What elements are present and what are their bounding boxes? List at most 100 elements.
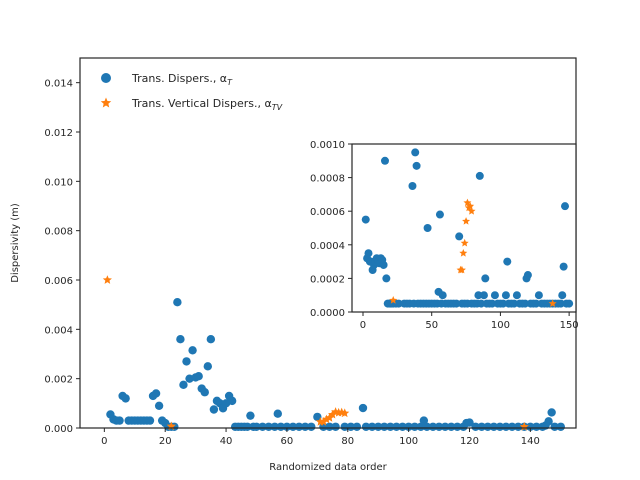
inset-point-dispersivity [423,224,432,232]
legend-name-trans-vertical-dispers: Trans. Vertical Dispers., α [131,97,272,110]
main-x-tick-label: 0 [101,436,107,447]
main-point-dispersivity [507,422,517,431]
inset-background [352,144,576,312]
inset-point-dispersivity [558,291,567,300]
main-point-vertical-dispersivity [328,409,338,419]
inset-point-dispersivity [561,202,570,211]
x-axis-label: Randomized data order [269,462,387,473]
main-point-dispersivity [288,422,298,431]
inset-point-dispersivity [488,299,497,308]
main-y-tick-label: 0.012 [44,128,73,139]
main-point-dispersivity [386,422,395,431]
inset-axes: 0 50 100 150 0.0000 0.0002 0.0004 0.0006 0.0008 0… [310,140,579,331]
legend-label-trans-vertical-dispers: Trans. Vertical Dispers., αTV [131,97,283,112]
legend: Trans. Dispers., αT Trans. Vertical Disp… [100,72,283,112]
main-y-tick-label: 0.004 [44,325,73,336]
main-point-dispersivity [526,422,535,431]
main-point-dispersivity [501,422,511,431]
main-point-dispersivity [270,422,279,431]
main-point-dispersivity [276,422,286,431]
main-y-tick-label: 0.010 [44,177,73,188]
main-point-dispersivity [313,412,322,422]
main-y-tick-label: 0.014 [44,79,73,90]
main-point-dispersivity [331,422,340,431]
inset-point-vertical-dispersivity [459,249,468,257]
main-point-dispersivity [495,422,505,431]
main-point-dispersivity [206,335,216,344]
inset-y-tick-label: 0.0004 [310,241,345,252]
main-point-dispersivity [440,422,450,431]
main-point-dispersivity [352,422,362,431]
main-point-dispersivity [258,422,267,431]
inset-point-dispersivity [474,291,483,300]
main-point-dispersivity [173,298,182,307]
main-point-dispersivity [471,422,480,431]
inset-point-vertical-dispersivity [389,296,398,304]
main-point-dispersivity [115,416,124,425]
main-point-dispersivity [380,422,389,431]
main-point-dispersivity [477,422,486,431]
inset-point-vertical-dispersivity [462,217,471,225]
inset-point-dispersivity [394,299,403,308]
main-point-dispersivity [227,396,237,406]
inset-point-dispersivity [477,299,486,308]
inset-x-tick-label: 0 [360,320,366,331]
main-point-dispersivity [200,388,209,397]
y-axis-label: Dispersivity (m) [10,203,21,283]
inset-point-dispersivity [499,299,508,308]
main-point-dispersivity [453,422,462,431]
main-point-dispersivity [182,357,191,366]
legend-marker-trans-vertical-dispers [100,97,112,108]
main-point-dispersivity [513,422,523,431]
inset-y-tick-label: 0.0010 [310,140,345,151]
main-point-dispersivity [346,422,356,431]
main-point-dispersivity [483,422,492,431]
main-y-tick-label: 0.008 [44,227,73,238]
main-point-dispersivity [209,405,219,414]
main-x-tick-label: 20 [159,436,172,447]
inset-point-dispersivity [364,249,373,258]
main-point-dispersivity [194,372,203,381]
main-point-dispersivity [282,422,292,431]
main-point-dispersivity [179,380,188,390]
inset-point-dispersivity [455,232,464,241]
inset-point-vertical-dispersivity [466,201,475,210]
main-point-dispersivity [151,389,161,398]
main-point-dispersivity [154,401,164,410]
main-point-dispersivity [465,418,474,427]
main-point-vertical-dispersivity [321,414,332,424]
main-point-dispersivity [398,422,407,431]
inset-x-tick-label: 100 [491,320,510,331]
main-point-dispersivity [188,346,197,355]
main-point-dispersivity [434,422,444,431]
inset-point-dispersivity [532,299,541,308]
inset-point-dispersivity [556,299,565,308]
inset-plot-frame [351,143,577,313]
inset-point-dispersivity [512,291,521,300]
inset-point-vertical-dispersivity [460,238,469,247]
inset-point-dispersivity [479,291,488,300]
inset-y-tick-label: 0.0006 [310,207,345,218]
inset-point-dispersivity [382,274,391,283]
main-point-dispersivity [145,416,155,425]
inset-point-dispersivity [523,271,532,280]
main-point-dispersivity [422,422,432,431]
inset-plot: 0 50 100 150 0.0000 0.0002 0.0004 0.0006 0.0008 0… [310,140,579,331]
main-point-dispersivity [294,422,304,431]
main-point-dispersivity [121,394,130,403]
main-point-vertical-dispersivity [318,417,328,426]
inset-point-dispersivity [411,148,420,157]
main-axes: 0 20 40 60 80 100 120 140 0.000 0.002 0.004 0.006 0.… [44,79,540,447]
main-point-dispersivity [428,422,438,431]
legend-marker-trans-dispers [101,73,111,83]
inset-point-dispersivity [503,257,512,266]
inset-point-dispersivity [559,262,568,271]
inset-point-vertical-dispersivity [467,207,476,215]
main-point-dispersivity [361,422,371,431]
inset-point-dispersivity [565,299,574,308]
inset-point-dispersivity [438,291,447,300]
inset-y-tick-label: 0.0008 [310,174,345,185]
main-y-tick-label: 0.000 [44,424,73,435]
main-point-vertical-dispersivity [324,413,335,422]
main-y-tick-label: 0.002 [44,375,73,386]
